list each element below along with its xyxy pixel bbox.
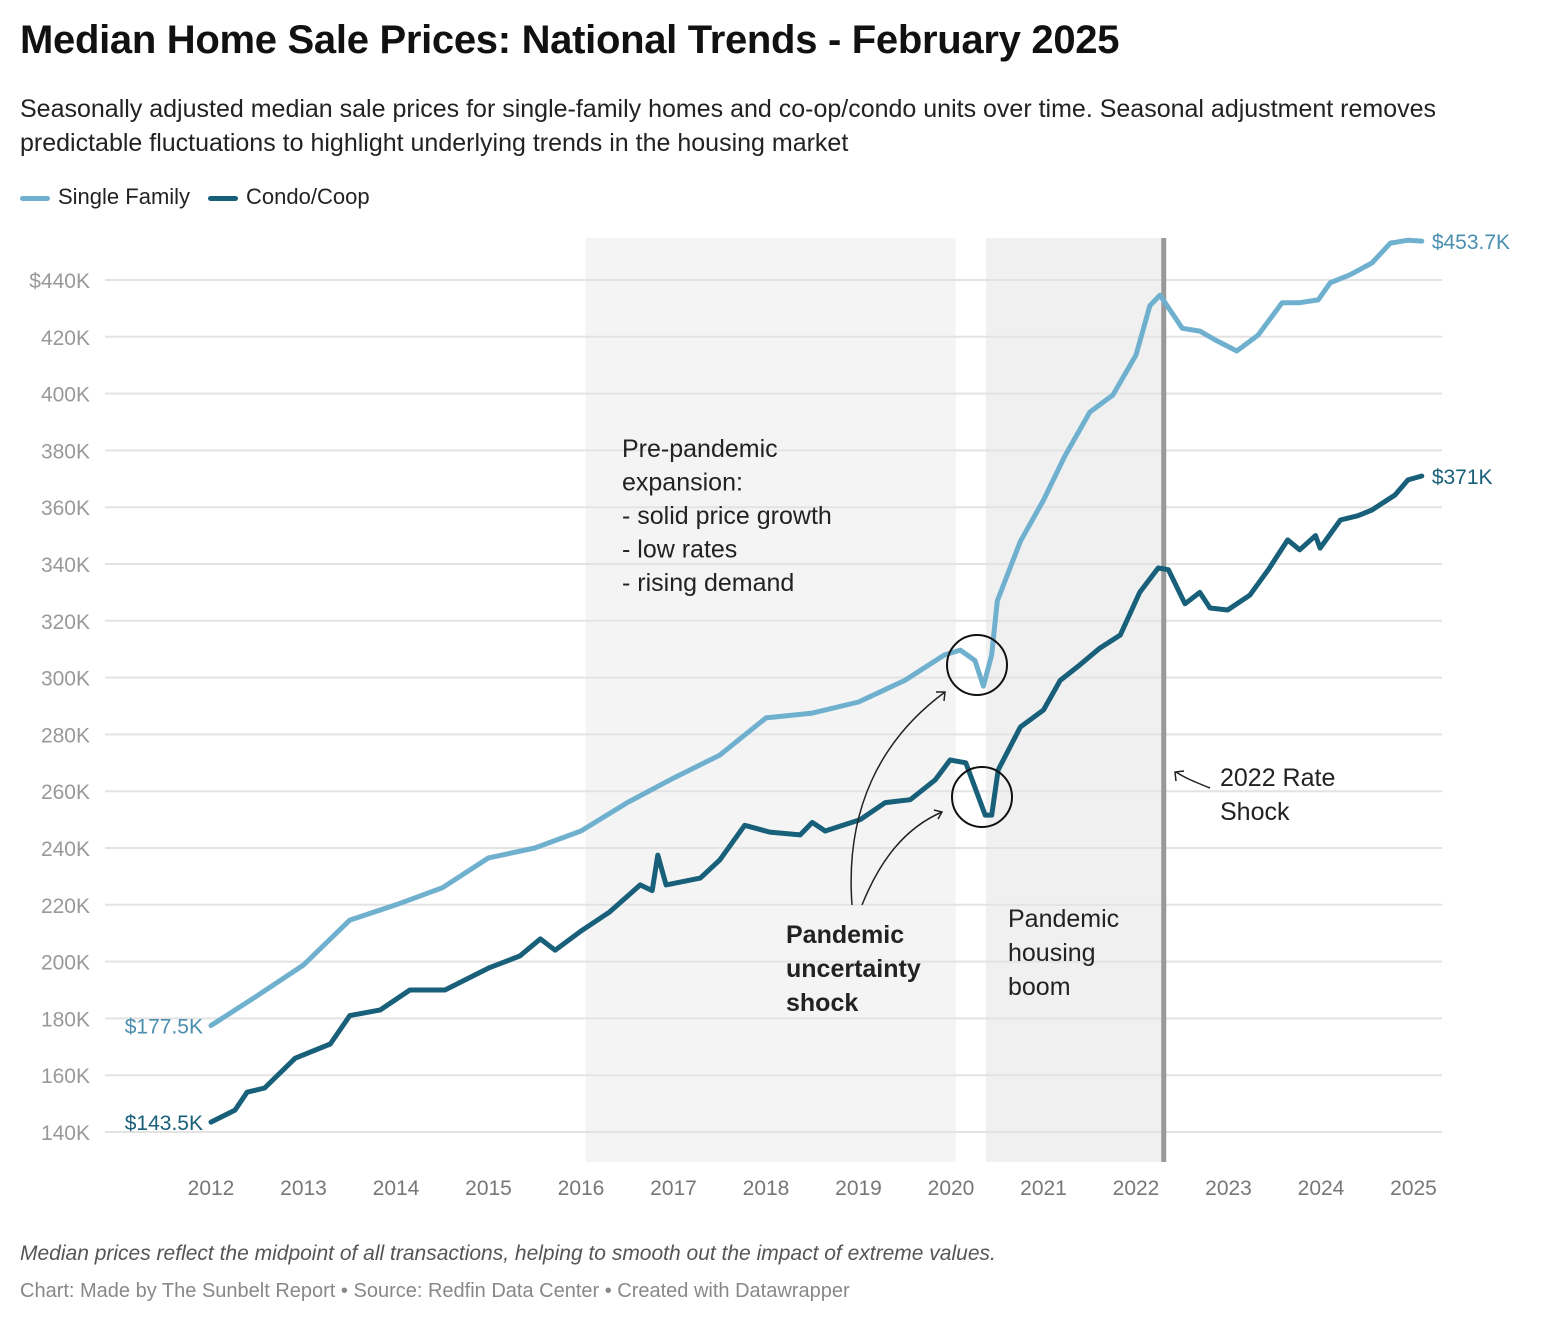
- annotation-arrow: [861, 811, 943, 906]
- annotation-pandemic-shock: uncertainty: [786, 955, 921, 983]
- x-tick-label: 2013: [280, 1177, 327, 1200]
- y-tick-label: 380K: [41, 440, 90, 463]
- x-tick-label: 2012: [188, 1177, 235, 1200]
- x-tick-label: 2021: [1020, 1177, 1067, 1200]
- credit-line: Chart: Made by The Sunbelt Report • Sour…: [20, 1280, 850, 1302]
- y-tick-label: 300K: [41, 668, 90, 691]
- highlight-circle: [951, 766, 1013, 828]
- start-value-label: $177.5K: [125, 1016, 203, 1039]
- series-line-single-family: [208, 237, 1425, 1028]
- legend: Single Family Condo/Coop: [20, 184, 370, 210]
- x-tick-label: 2015: [465, 1177, 512, 1200]
- arrow-head-icon: [933, 809, 944, 820]
- annotation-pandemic-shock: Pandemic: [786, 921, 904, 949]
- legend-label: Condo/Coop: [246, 184, 370, 209]
- x-tick-label: 2022: [1113, 1177, 1160, 1200]
- x-tick-label: 2024: [1298, 1177, 1345, 1200]
- legend-label: Single Family: [58, 184, 191, 209]
- y-tick-label: 280K: [41, 724, 90, 747]
- end-value-label: $371K: [1432, 466, 1493, 489]
- x-tick-label: 2014: [373, 1177, 420, 1200]
- annotation-pandemic-shock: shock: [786, 989, 858, 1017]
- y-tick-label: 200K: [41, 952, 90, 975]
- x-tick-label: 2019: [835, 1177, 882, 1200]
- end-value-label: $453.7K: [1432, 231, 1510, 254]
- annotation-pandemic-boom: housing: [1008, 939, 1096, 967]
- shaded-period: [585, 238, 956, 1162]
- y-tick-label: 400K: [41, 384, 90, 407]
- legend-swatch: [208, 195, 239, 201]
- start-value-label: $143.5K: [125, 1112, 203, 1135]
- series-line-condo: [208, 473, 1425, 1125]
- y-tick-label: 160K: [41, 1065, 90, 1088]
- annotation-arrow: [850, 691, 946, 906]
- chart-subtitle: Seasonally adjusted median sale prices f…: [20, 95, 1437, 157]
- x-tick-label: 2017: [650, 1177, 697, 1200]
- annotation-arrow: [1175, 771, 1211, 789]
- arrow-head-icon: [1174, 770, 1185, 782]
- annotation-pre-pandemic: expansion:: [622, 469, 743, 497]
- annotation-pre-pandemic: - rising demand: [622, 569, 794, 597]
- x-tick-label: 2016: [558, 1177, 605, 1200]
- x-tick-label: 2020: [928, 1177, 975, 1200]
- x-tick-label: 2025: [1390, 1177, 1437, 1200]
- y-tick-label: 340K: [41, 554, 90, 577]
- x-tick-label: 2023: [1205, 1177, 1252, 1200]
- annotation-pandemic-boom: boom: [1008, 973, 1071, 1001]
- footnote: Median prices reflect the midpoint of al…: [20, 1242, 996, 1265]
- y-tick-label: 140K: [41, 1122, 90, 1145]
- y-tick-label: $440K: [29, 270, 90, 293]
- y-tick-label: 420K: [41, 327, 90, 350]
- annotation-rate-shock: 2022 Rate: [1220, 764, 1335, 792]
- annotation-pandemic-boom: Pandemic: [1008, 905, 1119, 933]
- y-tick-label: 180K: [41, 1008, 90, 1031]
- annotation-pre-pandemic: Pre-pandemic: [622, 435, 778, 463]
- legend-item-single-family: Single Family: [20, 184, 190, 210]
- highlight-circle: [946, 634, 1008, 696]
- shaded-period: [986, 238, 1164, 1162]
- legend-item-condo: Condo/Coop: [208, 184, 370, 210]
- arrow-head-icon: [936, 691, 946, 702]
- annotation-pre-pandemic: - low rates: [622, 536, 737, 564]
- annotation-rate-shock: Shock: [1220, 798, 1290, 826]
- annotation-pre-pandemic: - solid price growth: [622, 502, 832, 530]
- y-tick-label: 360K: [41, 497, 90, 520]
- y-tick-label: 260K: [41, 781, 90, 804]
- legend-swatch: [20, 195, 50, 201]
- y-tick-label: 320K: [41, 611, 90, 634]
- chart-title: Median Home Sale Prices: National Trends…: [20, 18, 1120, 62]
- x-tick-label: 2018: [743, 1177, 790, 1200]
- y-tick-label: 240K: [41, 838, 90, 861]
- y-tick-label: 220K: [41, 895, 90, 918]
